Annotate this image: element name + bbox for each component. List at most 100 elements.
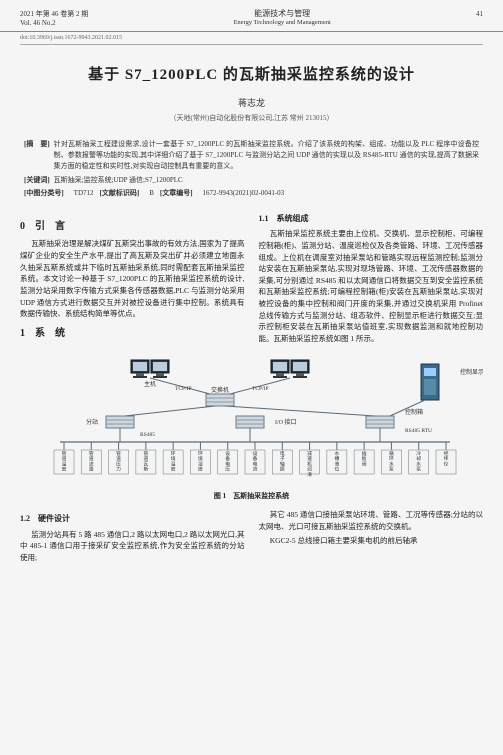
svg-text:电: 电 <box>280 450 285 457</box>
svg-text:道: 道 <box>116 455 121 462</box>
svg-text:管: 管 <box>62 450 67 457</box>
svg-text:温: 温 <box>171 460 176 467</box>
svg-text:设: 设 <box>225 450 230 457</box>
journal-en: Energy Technology and Management <box>88 19 476 26</box>
svg-text:板: 板 <box>362 455 367 462</box>
svg-text:管: 管 <box>143 450 148 457</box>
keywords-text: 瓦斯抽采;监控系统;UDP 通信;S7_1200PLC <box>54 175 183 186</box>
svg-text:纬: 纬 <box>444 455 449 462</box>
fig-tcpip1: TCP/IP <box>175 386 192 392</box>
affiliation: （天地(常州)自动化股份有限公司,江苏 常州 213015） <box>20 113 483 123</box>
svg-text:环: 环 <box>389 456 394 462</box>
sec12-heading: 1.2 硬件设计 <box>20 513 245 525</box>
sec0-heading: 0 引 言 <box>20 219 245 235</box>
svg-text:滑: 滑 <box>307 471 312 478</box>
svg-text:速: 速 <box>307 456 312 462</box>
fig-ioif: I/O 接口 <box>275 418 297 426</box>
svg-text:振: 振 <box>280 466 285 473</box>
svg-text:阀: 阀 <box>362 460 367 467</box>
svg-text:流: 流 <box>89 460 94 467</box>
svg-text:却: 却 <box>416 455 421 462</box>
header-year-vol: 2021 年第 46 卷第 2 期 <box>20 9 88 19</box>
svg-text:力: 力 <box>116 466 121 473</box>
fig-station: 分站 <box>86 418 98 426</box>
svg-text:管: 管 <box>116 450 121 457</box>
svg-text:冷: 冷 <box>416 450 421 457</box>
fig-sensors-row: 管道温度管道流量管道压力管道瓦斯环境温度环境湿度设备电压设备电流电子轴振减速机润… <box>54 442 456 478</box>
svg-text:道: 道 <box>143 455 148 462</box>
svg-text:瓦: 瓦 <box>143 461 148 467</box>
svg-text:压: 压 <box>225 467 230 473</box>
svg-text:环: 环 <box>198 451 203 457</box>
page: 2021 年第 46 卷第 2 期 Vol. 46 No.2 能源技术与管理 E… <box>0 0 503 755</box>
svg-text:备: 备 <box>253 455 258 462</box>
svg-text:境: 境 <box>198 455 203 462</box>
clc-label: [中图分类号] <box>24 188 64 199</box>
page-header: 2021 年第 46 卷第 2 期 Vol. 46 No.2 能源技术与管理 E… <box>0 0 503 32</box>
sec0-p1: 瓦斯抽采治理是解决煤矿瓦斯突出事故的有效方法,国家为了提高煤矿企业的安全生产水平… <box>20 238 245 319</box>
svg-text:温: 温 <box>62 460 67 467</box>
keywords-label: [关键词] <box>24 175 50 186</box>
page-number: 41 <box>476 10 483 18</box>
figure-1-svg: 主机 控制显示柜 交换机 TCP/IP TCP/IP 分站 I/O 接口 <box>20 354 483 484</box>
svg-text:水: 水 <box>334 450 339 457</box>
title-block: 基于 S7_1200PLC 的瓦斯抽采监控系统的设计 蒋志龙 （天地(常州)自动… <box>0 45 503 133</box>
svg-text:液: 液 <box>334 460 339 467</box>
doi-line: doi:10.3969/j.issn.1672-9943.2021.02.015 <box>0 32 503 44</box>
svg-text:湿: 湿 <box>198 460 203 467</box>
fig-dispcab: 控制显示柜 <box>460 368 483 376</box>
clc-value: TD712 <box>74 188 94 199</box>
doccode-value: B <box>149 188 154 199</box>
svg-text:仪: 仪 <box>444 461 449 467</box>
fig-tcpip2: TCP/IP <box>252 386 269 392</box>
abstract-text: 针对瓦斯抽采工程建设需求,设计一套基于 S7_1200PLC 的瓦斯抽采监控系统… <box>54 139 479 173</box>
doccode-label: [文献标识码] <box>100 188 140 199</box>
sec11-p1: 瓦斯抽采监控系统主要由上位机、交换机、显示控制柜、可编程控制箱(柜)、监测分站、… <box>259 228 484 344</box>
svg-text:设: 设 <box>253 450 258 457</box>
paper-title: 基于 S7_1200PLC 的瓦斯抽采监控系统的设计 <box>20 63 483 84</box>
svg-text:位: 位 <box>334 466 339 473</box>
svg-text:环: 环 <box>171 451 176 457</box>
svg-text:水: 水 <box>389 460 394 467</box>
svg-text:子: 子 <box>280 455 285 462</box>
header-vol-en: Vol. 46 No.2 <box>20 19 88 27</box>
figure-1: 主机 控制显示柜 交换机 TCP/IP TCP/IP 分站 I/O 接口 <box>20 354 483 501</box>
author: 蒋志龙 <box>20 96 483 109</box>
body-columns: 0 引 言 瓦斯抽采治理是解决煤矿瓦斯突出事故的有效方法,国家为了提高煤矿企业的… <box>0 207 503 570</box>
fig-485rtu: RS485 RTU <box>405 428 432 434</box>
sec12-p3: KGC2-5 总线接口箱主要采集电机的前后轴承 <box>259 535 484 547</box>
svg-text:道: 道 <box>62 455 67 462</box>
svg-text:机: 机 <box>307 460 312 467</box>
fig-485: RS485 <box>140 432 155 438</box>
svg-text:流: 流 <box>253 466 258 473</box>
svg-text:槽: 槽 <box>334 455 339 462</box>
abstract-label: [摘 要] <box>24 139 50 173</box>
svg-text:电: 电 <box>253 460 258 467</box>
articleid-label: [文章编号] <box>160 188 193 199</box>
figure-1-caption: 图 1 瓦斯抽采监控系统 <box>20 491 483 502</box>
svg-text:循: 循 <box>389 450 394 457</box>
svg-text:量: 量 <box>89 466 94 473</box>
fig-ctrlbox: 控制箱 <box>405 408 423 416</box>
fig-switch: 交换机 <box>211 386 229 394</box>
svg-text:斯: 斯 <box>143 466 148 473</box>
sec11-heading: 1.1 系统组成 <box>259 213 484 225</box>
svg-text:电: 电 <box>225 460 230 467</box>
journal-cn: 能源技术与管理 <box>88 8 476 19</box>
svg-text:度: 度 <box>171 466 176 473</box>
sec12-p2: 其它 485 通信口接抽采泵站环境、管路、工况等传感器;分站的以太网电、光口可接… <box>259 509 484 532</box>
svg-text:轴: 轴 <box>280 460 285 467</box>
articleid-value: 1672-9943(2021)02-0041-03 <box>203 188 285 199</box>
svg-text:减: 减 <box>307 450 312 457</box>
svg-text:管: 管 <box>89 450 94 457</box>
svg-text:备: 备 <box>225 455 230 462</box>
svg-text:道: 道 <box>89 455 94 462</box>
sec1-heading: 1 系 统 <box>20 326 245 342</box>
fig-host: 主机 <box>144 380 156 388</box>
svg-text:水: 水 <box>416 460 421 467</box>
svg-text:润: 润 <box>307 466 312 473</box>
svg-text:插: 插 <box>362 450 367 457</box>
svg-text:度: 度 <box>198 466 203 473</box>
svg-text:泵: 泵 <box>389 467 394 473</box>
sec12-p1: 监测分站具有 5 路 485 通信口,2 路以太网电口,2 路以太网光口,其中 … <box>20 529 245 564</box>
